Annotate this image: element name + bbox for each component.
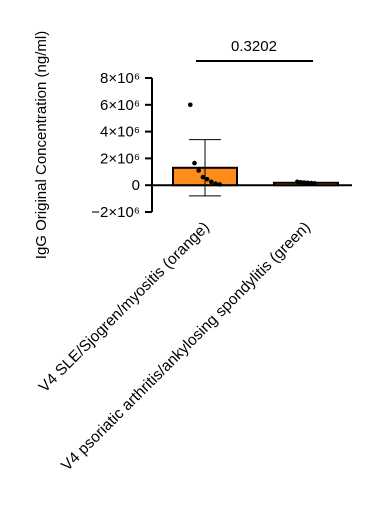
axes xyxy=(145,77,352,213)
data-point xyxy=(200,174,206,180)
data-point xyxy=(188,102,193,108)
data-point xyxy=(213,181,218,186)
data-point xyxy=(312,181,318,186)
y-tick-label: 0 xyxy=(132,177,140,194)
data-point xyxy=(196,168,201,173)
category-labels: V4 SLE/Sjogren/myositis (orange)V4 psori… xyxy=(36,219,314,475)
data-points xyxy=(188,102,318,187)
y-tick-label: 2×10⁶ xyxy=(100,150,140,167)
data-point xyxy=(204,176,210,182)
y-tick-label: 8×10⁶ xyxy=(100,70,140,87)
y-tick-label: 4×10⁶ xyxy=(100,124,140,141)
data-point xyxy=(209,179,214,185)
data-point xyxy=(217,182,222,187)
p-value-label: 0.3202 xyxy=(231,38,277,55)
data-point xyxy=(305,180,311,186)
y-axis-title: IgG Original Concentration (ng/ml) xyxy=(33,31,50,259)
y-tick-labels: −2×10⁶ 0 2×10⁶ 4×10⁶ 6×10⁶ 8×10⁶ xyxy=(91,70,140,221)
data-point xyxy=(301,180,307,185)
data-point xyxy=(294,179,300,185)
data-point xyxy=(192,160,197,166)
y-tick-label: 6×10⁶ xyxy=(100,97,140,114)
data-point xyxy=(308,180,314,186)
comparison-bracket: 0.3202 xyxy=(196,38,313,62)
data-point xyxy=(298,179,304,185)
y-tick-label: −2×10⁶ xyxy=(91,204,140,221)
category-label: V4 SLE/Sjogren/myositis (orange) xyxy=(36,219,213,396)
